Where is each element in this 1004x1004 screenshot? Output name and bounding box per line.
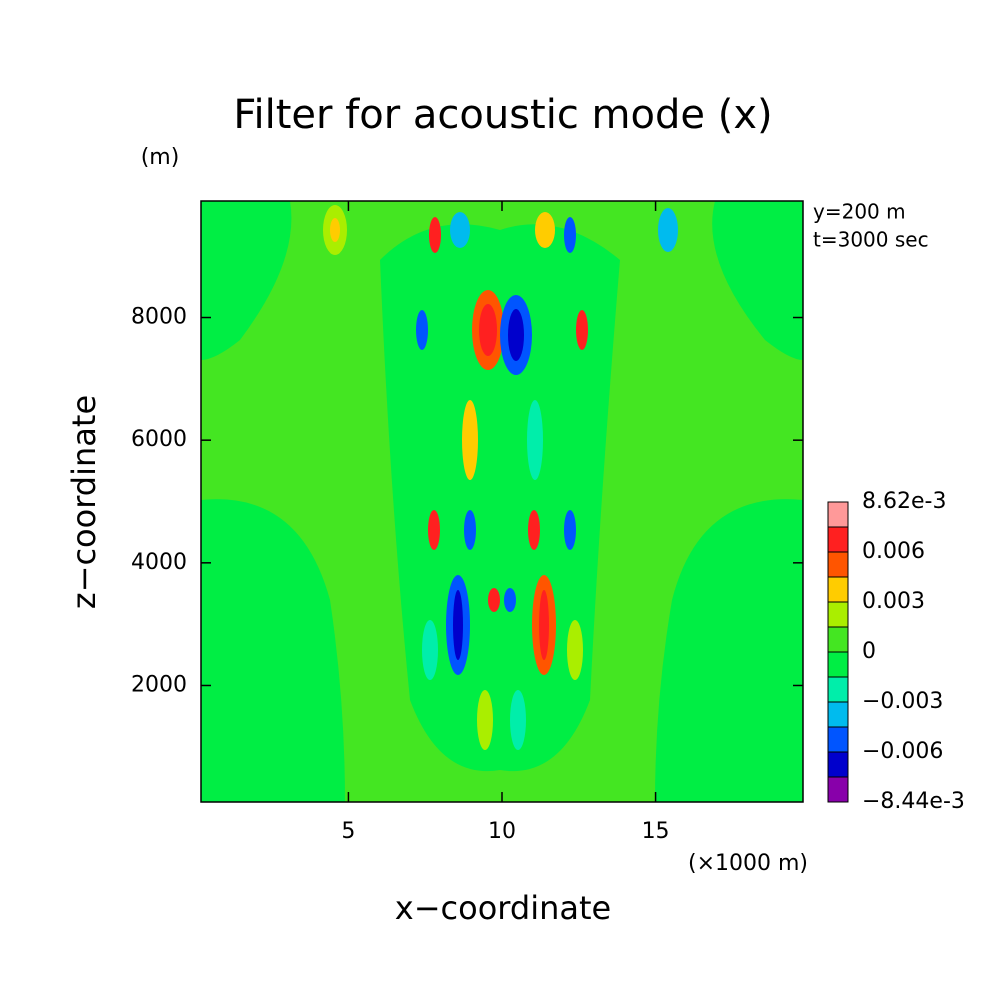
contour-blob — [429, 217, 441, 253]
contour-blob — [527, 400, 543, 480]
colorbar-box — [827, 726, 849, 753]
colorbar-box — [827, 551, 849, 578]
colorbar-box — [827, 601, 849, 628]
contour-blob — [504, 588, 516, 612]
contour-blob — [539, 590, 549, 660]
contour-blob — [535, 212, 555, 248]
x-unit: (×1000 m) — [688, 851, 808, 876]
contour-blob — [658, 208, 678, 252]
y-axis-label: z−coordinate — [65, 395, 103, 609]
contour-field — [201, 201, 803, 802]
contour-blob — [428, 510, 440, 550]
colorbar-box — [827, 701, 849, 728]
field-region — [655, 499, 803, 802]
contour-blob — [477, 690, 493, 750]
chart-title: Filter for acoustic mode (x) — [233, 92, 772, 138]
colorbar-label: 0 — [862, 639, 876, 664]
contour-blob — [462, 400, 478, 480]
colorbar-box — [827, 776, 849, 803]
contour-blob — [564, 510, 576, 550]
field-region — [380, 224, 620, 772]
colorbar-box — [827, 751, 849, 778]
colorbar-label: 8.62e-3 — [862, 489, 946, 514]
colorbar-box — [827, 651, 849, 678]
colorbar-label: −0.003 — [862, 689, 943, 714]
contour-blob — [564, 217, 576, 253]
field-region — [712, 201, 803, 360]
colorbar-label: 0.003 — [862, 589, 925, 614]
colorbar-box — [827, 501, 849, 528]
y-unit: (m) — [141, 145, 180, 170]
contour-blob — [464, 510, 476, 550]
contour-blob — [416, 310, 428, 350]
x-tick-label: 10 — [488, 819, 516, 844]
field-region — [201, 201, 292, 360]
contour-blob — [508, 309, 524, 361]
annotation: y=200 m — [813, 200, 906, 224]
contour-blob — [422, 620, 438, 680]
y-tick-label: 6000 — [131, 427, 187, 452]
annotation: t=3000 sec — [813, 228, 929, 252]
colorbar-box — [827, 676, 849, 703]
colorbar-label: −8.44e-3 — [862, 789, 965, 814]
x-tick-label: 15 — [642, 819, 670, 844]
contour-blob — [330, 218, 340, 242]
contour-blob — [510, 690, 526, 750]
contour-blob — [488, 588, 500, 612]
contour-blob — [576, 310, 588, 350]
colorbar-box — [827, 576, 849, 603]
y-tick-label: 4000 — [131, 550, 187, 575]
field-region — [201, 499, 345, 802]
contour-blob — [528, 510, 540, 550]
x-axis-label: x−coordinate — [395, 889, 611, 927]
y-tick-label: 2000 — [131, 672, 187, 697]
contour-blob — [453, 590, 463, 660]
contour-blob — [479, 304, 497, 356]
colorbar-box — [827, 526, 849, 553]
y-tick-label: 8000 — [131, 305, 187, 330]
colorbar-box — [827, 626, 849, 653]
contour-blob — [450, 212, 470, 248]
x-tick-label: 5 — [341, 819, 355, 844]
colorbar-label: 0.006 — [862, 539, 925, 564]
contour-blob — [567, 620, 583, 680]
colorbar-label: −0.006 — [862, 739, 943, 764]
